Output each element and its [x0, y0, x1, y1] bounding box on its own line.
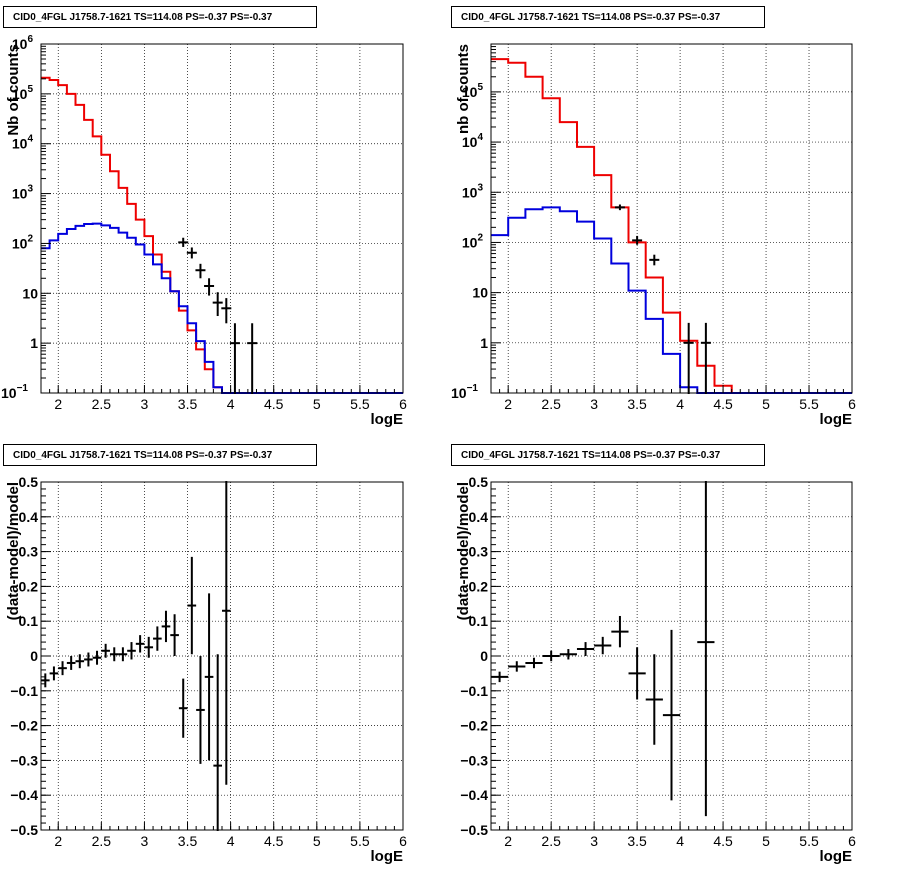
x-tick-label: 5.5 [799, 833, 819, 849]
panel-title: CID0_4FGL J1758.7-1621 TS=114.08 PS=-0.3… [3, 444, 317, 466]
y-tick-label: 1 [30, 335, 38, 351]
y-tick-label: −0.3 [10, 752, 38, 768]
y-tick-label: 0.1 [469, 613, 489, 629]
x-tick-label: 3.5 [178, 833, 198, 849]
x-tick-label: 2 [54, 396, 62, 412]
y-tick-label: 105 [12, 84, 34, 102]
x-axis-label: logE [820, 411, 853, 428]
x-tick-label: 5.5 [350, 396, 370, 412]
y-tick-label: 103 [12, 184, 34, 202]
x-tick-label: 4.5 [264, 833, 284, 849]
y-tick-label: 102 [12, 233, 34, 251]
y-tick-label: 0.2 [469, 578, 489, 594]
plot-frame [40, 43, 404, 394]
y-tick-label: 0.3 [469, 544, 489, 560]
x-tick-label: 5.5 [799, 396, 819, 412]
y-tick-label: 0.3 [19, 544, 39, 560]
y-tick-label: 103 [462, 182, 484, 200]
x-tick-label: 3 [141, 396, 149, 412]
plot-area [491, 58, 852, 394]
y-tick-label: −0.1 [460, 683, 488, 699]
x-tick-label: 5.5 [350, 833, 370, 849]
residual-chart-bottom-right: 2 2.5 3 3.5 4 4.5 5 5.5 6 −0.5 −0.4 −0.3 −0.2 −0.1 0 0.… [455, 474, 856, 865]
x-axis-label: logE [371, 848, 404, 865]
y-tick-label: 104 [12, 134, 34, 152]
y-tick-label: −0.2 [460, 718, 488, 734]
x-tick-label: 2.5 [92, 833, 112, 849]
y-tick-label: 0.2 [19, 578, 39, 594]
x-axis-label: logE [820, 848, 853, 865]
y-tick-label: −0.4 [10, 787, 38, 803]
y-tick-label: 0.4 [469, 509, 489, 525]
x-tick-label: 6 [399, 833, 407, 849]
y-tick-label: 0 [480, 648, 488, 664]
y-tick-label: 102 [462, 232, 484, 250]
y-tick-label: −0.2 [10, 718, 38, 734]
x-tick-label: 6 [848, 396, 856, 412]
x-tick-label: 2 [504, 833, 512, 849]
x-tick-label: 3 [141, 833, 149, 849]
x-tick-label: 3 [590, 396, 598, 412]
y-tick-label: −0.5 [10, 822, 38, 838]
plot-area [491, 481, 715, 817]
y-tick-label: 106 [12, 34, 34, 52]
y-tick-label: −0.1 [10, 683, 38, 699]
x-tick-label: 4 [227, 833, 235, 849]
y-tick-label: 10 [22, 285, 38, 301]
y-tick-label: 104 [462, 132, 484, 150]
x-tick-label: 2 [504, 396, 512, 412]
x-tick-label: 2.5 [541, 833, 561, 849]
x-axis-label: logE [371, 411, 404, 428]
x-tick-label: 4.5 [713, 833, 733, 849]
y-axis-label: nb of counts [455, 44, 472, 134]
x-tick-label: 4.5 [264, 396, 284, 412]
y-tick-label: −0.5 [460, 822, 488, 838]
y-tick-label: 0.5 [469, 474, 489, 490]
counts-chart-top-left: 2 2.5 3 3.5 4 4.5 5 5.5 6 10−1 1 10 102 103 104 105 106 l… [1, 34, 407, 428]
x-tick-label: 3.5 [627, 396, 647, 412]
x-tick-label: 2.5 [541, 396, 561, 412]
x-tick-label: 4 [676, 833, 684, 849]
y-tick-label: 10 [472, 285, 488, 301]
plot-area [41, 76, 403, 394]
panel-title: CID0_4FGL J1758.7-1621 TS=114.08 PS=-0.3… [451, 444, 765, 466]
x-tick-label: 5 [313, 833, 321, 849]
x-tick-label: 2 [54, 833, 62, 849]
x-tick-label: 3.5 [178, 396, 198, 412]
y-axis-label: (data-model)/model [5, 482, 22, 620]
residual-chart-bottom-left: 2 2.5 3 3.5 4 4.5 5 5.5 6 −0.5 −0.4 −0.3 −0.2 −0.1 0 0.… [5, 474, 407, 865]
source-model-histogram [491, 206, 852, 394]
counts-chart-top-right: 2 2.5 3 3.5 4 4.5 5 5.5 6 10−1 1 10 102 103 104 105 logE… [451, 43, 856, 428]
panel-title: CID0_4FGL J1758.7-1621 TS=114.08 PS=-0.3… [3, 6, 317, 28]
x-tick-label: 5 [313, 396, 321, 412]
x-tick-label: 6 [399, 396, 407, 412]
y-tick-label: 1 [480, 335, 488, 351]
x-tick-label: 3.5 [627, 833, 647, 849]
plot-area [41, 481, 231, 831]
x-tick-label: 4.5 [713, 396, 733, 412]
x-tick-label: 5 [762, 833, 770, 849]
y-tick-label: 105 [462, 82, 484, 100]
x-tick-label: 4 [676, 396, 684, 412]
x-tick-label: 6 [848, 833, 856, 849]
y-tick-label: −0.4 [460, 787, 488, 803]
y-axis-label: (data-model)/model [455, 482, 472, 620]
y-tick-label: 0.1 [19, 613, 39, 629]
y-tick-label: 0 [30, 648, 38, 664]
y-tick-label: 10−1 [1, 383, 28, 401]
y-tick-label: −0.3 [460, 752, 488, 768]
x-tick-label: 5 [762, 396, 770, 412]
x-tick-label: 3 [590, 833, 598, 849]
y-tick-label: 0.5 [19, 474, 39, 490]
x-tick-label: 2.5 [92, 396, 112, 412]
model-total-histogram [41, 76, 403, 394]
y-tick-label: 10−1 [451, 383, 478, 401]
plot-frame [490, 43, 853, 394]
y-tick-label: 0.4 [19, 509, 39, 525]
panel-title: CID0_4FGL J1758.7-1621 TS=114.08 PS=-0.3… [451, 6, 765, 28]
x-tick-label: 4 [227, 396, 235, 412]
y-axis-label: Nb of counts [5, 44, 22, 136]
